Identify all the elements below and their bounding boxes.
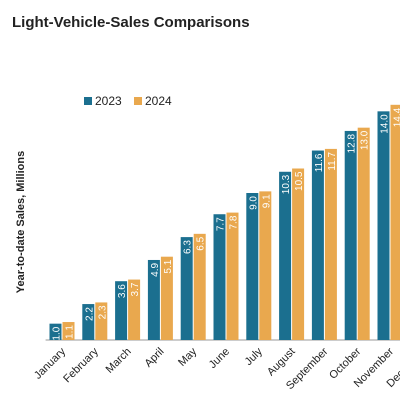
x-tick-label: February (61, 345, 101, 385)
bar (62, 322, 75, 340)
x-tick-label: July (243, 345, 266, 368)
value-label: 7.7 (216, 217, 227, 231)
x-tick-label: March (104, 346, 134, 376)
bar (344, 130, 357, 340)
bar (180, 237, 193, 340)
value-label: 9.1 (261, 194, 272, 208)
value-label: 11.7 (327, 151, 338, 170)
y-axis-label: Year-to-date Sales, Millions (15, 151, 27, 293)
value-label: 5.1 (163, 259, 174, 273)
value-label: 6.5 (196, 236, 207, 250)
value-label: 2.2 (84, 307, 95, 321)
value-label: 14.0 (380, 114, 391, 134)
value-label: 4.9 (150, 263, 161, 277)
value-label: 2.3 (97, 305, 108, 319)
bar (95, 302, 108, 340)
bar (390, 104, 400, 340)
value-label: 10.5 (294, 171, 305, 191)
x-tick-label: August (265, 346, 298, 379)
value-label: 14.4 (393, 107, 400, 127)
bar (226, 212, 239, 340)
bar (357, 127, 370, 341)
value-label: 1.1 (65, 325, 76, 339)
bar (259, 191, 272, 340)
value-label: 7.8 (229, 215, 240, 229)
bar (160, 256, 173, 340)
legend-swatch (134, 97, 142, 105)
bar (147, 259, 160, 340)
value-label: 3.6 (117, 284, 128, 298)
bar (193, 233, 206, 340)
bar (377, 111, 390, 340)
bar (213, 214, 226, 340)
legend-label: 2024 (145, 94, 172, 108)
bar (82, 304, 95, 340)
bar (246, 193, 259, 340)
legend-label: 2023 (95, 94, 122, 108)
bar (115, 281, 128, 340)
bar (324, 148, 337, 340)
value-label: 12.8 (347, 134, 358, 154)
x-tick-label: May (176, 345, 200, 369)
value-label: 9.0 (248, 196, 259, 210)
x-tick-label: April (142, 346, 166, 370)
value-label: 10.3 (281, 174, 292, 194)
value-label: 3.7 (130, 282, 141, 296)
x-tick-label: June (207, 346, 232, 371)
chart-title: Light-Vehicle-Sales Comparisons (12, 14, 250, 31)
value-label: 1.0 (52, 326, 63, 340)
bar (279, 171, 292, 340)
value-label: 13.0 (360, 130, 371, 150)
value-label: 6.3 (183, 240, 194, 254)
bar (311, 150, 324, 340)
bar (128, 279, 141, 340)
bar (49, 323, 62, 340)
bar (292, 168, 305, 340)
value-label: 11.6 (314, 153, 325, 172)
legend-swatch (84, 97, 92, 105)
